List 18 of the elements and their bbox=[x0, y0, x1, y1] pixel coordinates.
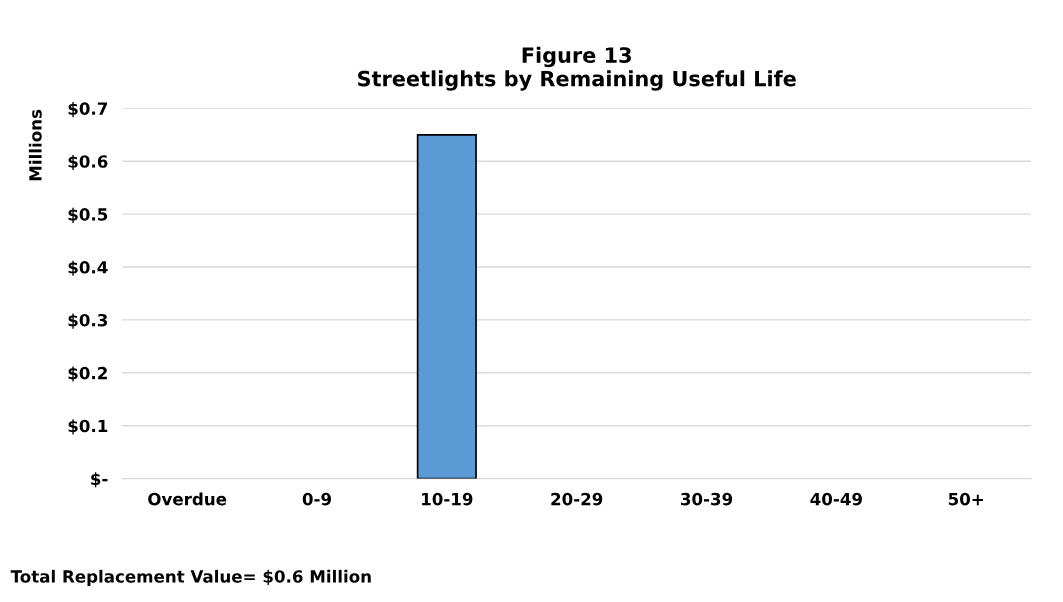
y-tick-label: $0.6 bbox=[68, 154, 108, 171]
text: Total Replacement Value= $0.6 Million bbox=[10, 569, 371, 586]
x-tick-label: 0-9 bbox=[302, 492, 331, 506]
x-tick-label: 40-49 bbox=[810, 492, 862, 506]
y-tick-label: $0.1 bbox=[68, 419, 108, 435]
y-tick-label: $0.7 bbox=[68, 102, 108, 118]
y-tick-label: $0.4 bbox=[68, 260, 108, 276]
y-tick-label: $0.2 bbox=[68, 366, 107, 382]
x-tick-label: 50+ bbox=[948, 492, 983, 506]
x-tick-label: 10-19 bbox=[422, 492, 473, 506]
y-tick-label: $0.3 bbox=[68, 313, 108, 329]
x-tick-label: Overdue bbox=[148, 492, 227, 506]
y-tick-label: $- bbox=[91, 472, 108, 488]
x-tick-label: 20-29 bbox=[551, 492, 603, 506]
y-tick-label: $0.5 bbox=[68, 207, 108, 223]
x-tick-label: 30-39 bbox=[680, 492, 733, 506]
y-axis-title: Millions bbox=[28, 109, 42, 181]
chart-title: Figure 13 Streetlights by Remaining Useful Life bbox=[358, 46, 796, 91]
